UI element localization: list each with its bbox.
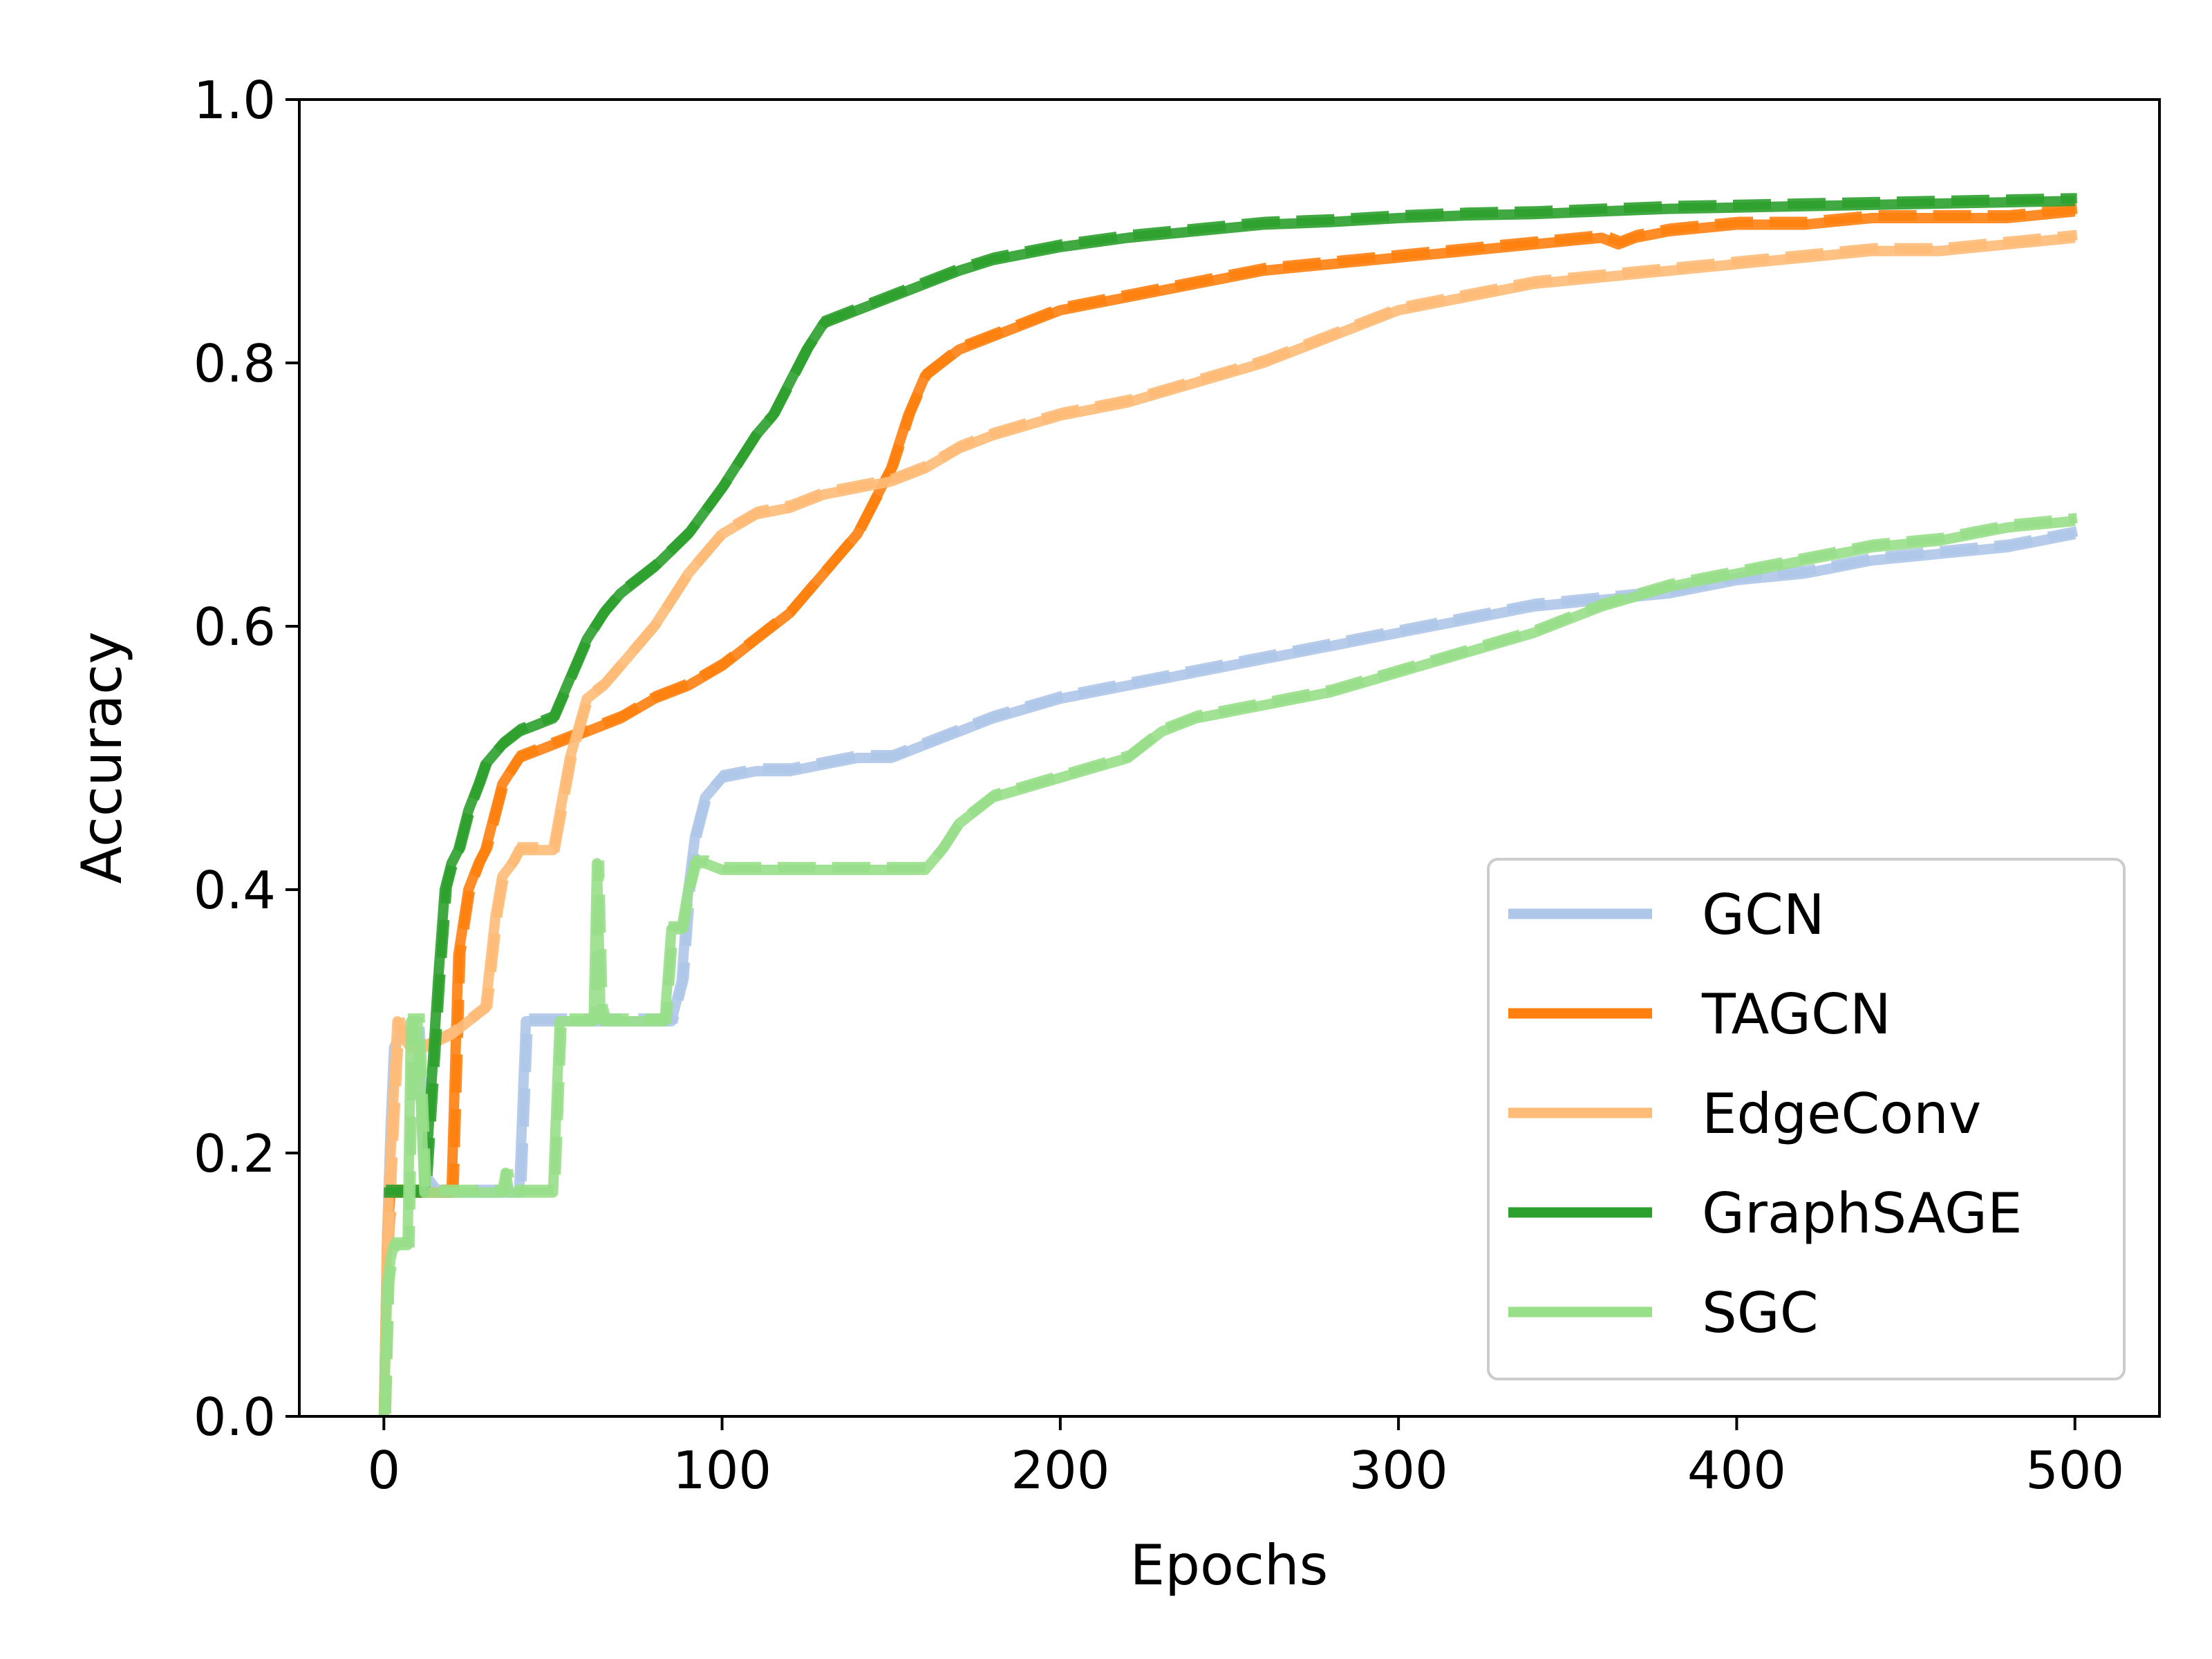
x-axis-ticks: 0 100 200 300 400 500: [367, 1416, 2124, 1501]
series-line-tagcn-dashed: [380, 203, 2078, 1414]
y-tick-label: 0.8: [194, 333, 276, 394]
y-tick-label: 0.2: [194, 1123, 276, 1184]
series-line-graphsage-dashed: [386, 193, 2077, 1195]
legend: GCN TAGCN EdgeConv GraphSAGE SGC: [1487, 858, 2126, 1380]
series-layer: [378, 193, 2079, 1417]
legend-label-edgeconv: EdgeConv: [1702, 1082, 1981, 1146]
x-tick-label: 100: [673, 1440, 771, 1501]
y-tick-label: 0.6: [194, 597, 276, 657]
y-axis-ticks: 0.0 0.2 0.4 0.6 0.8 1.0: [194, 70, 299, 1447]
legend-label-sgc: SGC: [1702, 1281, 1819, 1345]
y-tick-label: 0.0: [194, 1387, 276, 1447]
y-axis-label: Accuracy: [70, 631, 134, 883]
x-tick-label: 500: [2025, 1440, 2124, 1501]
x-tick-label: 300: [1349, 1440, 1448, 1501]
series-line-edgeconv-dashed: [380, 229, 2078, 1414]
legend-label-tagcn: TAGCN: [1701, 982, 1891, 1047]
legend-label-graphsage: GraphSAGE: [1702, 1181, 2023, 1246]
x-tick-label: 200: [1011, 1440, 1109, 1501]
x-tick-label: 400: [1687, 1440, 1786, 1501]
plot-frame: [298, 98, 2161, 1418]
legend-label-gcn: GCN: [1702, 883, 1825, 947]
series-line-sgc-dashed: [380, 513, 2078, 1414]
y-tick-label: 1.0: [194, 70, 276, 131]
legend-box: [1487, 858, 2126, 1380]
y-tick-label: 0.4: [194, 860, 276, 921]
x-axis-label: Epochs: [1130, 1533, 1329, 1597]
x-tick-label: 0: [367, 1440, 400, 1501]
